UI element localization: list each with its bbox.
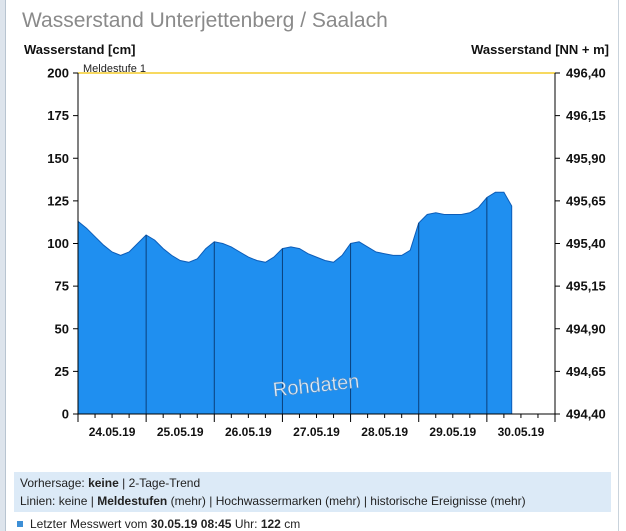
lines-separator: |: [209, 494, 213, 508]
last-measurement-prefix: Letzter Messwert vom: [30, 517, 148, 531]
last-measurement-unit-label: Uhr:: [234, 517, 258, 531]
left-tick-label: 150: [47, 151, 69, 166]
x-tick-label: 24.05.19: [89, 425, 136, 439]
right-tick-label: 495,15: [566, 279, 606, 294]
historische-ereignisse-more-link[interactable]: (mehr): [490, 494, 526, 508]
bullet-icon: [17, 521, 23, 527]
left-tick-label: 50: [55, 321, 69, 336]
left-frame-border: [0, 0, 6, 531]
hochwassermarken-link[interactable]: Hochwassermarken: [215, 494, 322, 508]
x-tick-label: 26.05.19: [225, 425, 272, 439]
lines-separator: |: [363, 494, 367, 508]
meldestufen-more-link[interactable]: (mehr): [170, 494, 206, 508]
page-title: Wasserstand Unterjettenberg / Saalach: [22, 9, 388, 32]
right-tick-label: 495,90: [566, 151, 606, 166]
x-tick-label: 30.05.19: [498, 425, 545, 439]
lines-label: Linien:: [20, 494, 56, 508]
forecast-label: Vorhersage:: [20, 476, 85, 490]
last-measurement-datetime: 30.05.19 08:45: [150, 517, 232, 531]
historische-ereignisse-link[interactable]: historische Ereignisse: [370, 494, 487, 508]
last-measurement-value: 122: [260, 517, 281, 531]
right-tick-label: 494,40: [566, 407, 606, 422]
right-tick-label: 495,65: [566, 193, 606, 208]
x-tick-label: 29.05.19: [429, 425, 476, 439]
left-tick-label: 175: [47, 108, 69, 123]
water-level-chart: Wasserstand [cm] Wasserstand [NN + m] Meld…: [24, 42, 609, 439]
forecast-value: keine: [88, 476, 119, 490]
lines-separator: |: [90, 494, 94, 508]
left-tick-label: 100: [47, 236, 69, 251]
right-axis-label: Wasserstand [NN + m]: [471, 42, 609, 57]
right-tick-label: 494,65: [566, 364, 606, 379]
right-tick-label: 496,40: [566, 66, 606, 81]
lines-none-link[interactable]: keine: [58, 494, 88, 508]
last-measurement-unit: cm: [284, 517, 301, 531]
last-measurement: Letzter Messwert vom 30.05.19 08:45 Uhr:…: [30, 517, 300, 531]
left-axis-label: Wasserstand [cm]: [24, 42, 136, 57]
x-tick-label: 27.05.19: [293, 425, 340, 439]
forecast-separator: |: [122, 476, 126, 490]
meldestufe-label: Meldestufe 1: [83, 63, 146, 75]
hochwassermarken-more-link[interactable]: (mehr): [325, 494, 361, 508]
x-tick-label: 28.05.19: [361, 425, 408, 439]
two-day-trend-link[interactable]: 2-Tage-Trend: [128, 476, 201, 490]
right-tick-label: 495,40: [566, 236, 606, 251]
forecast-row: Vorhersage: keine | 2-Tage-Trend: [20, 476, 200, 490]
lines-row: Linien: keine | Meldestufen (mehr) | Hoc…: [20, 494, 526, 508]
left-tick-label: 25: [55, 364, 69, 379]
right-tick-label: 494,90: [566, 321, 606, 336]
left-tick-label: 0: [62, 407, 69, 422]
right-scrollbar-edge[interactable]: [618, 0, 626, 531]
meldestufen-link[interactable]: Meldestufen: [97, 494, 168, 508]
left-tick-label: 125: [47, 193, 69, 208]
left-tick-label: 75: [55, 279, 69, 294]
options-panel: Vorhersage: keine | 2-Tage-Trend Linien:…: [14, 472, 611, 512]
left-tick-label: 200: [47, 66, 69, 81]
right-tick-label: 496,15: [566, 108, 606, 123]
x-tick-label: 25.05.19: [157, 425, 204, 439]
